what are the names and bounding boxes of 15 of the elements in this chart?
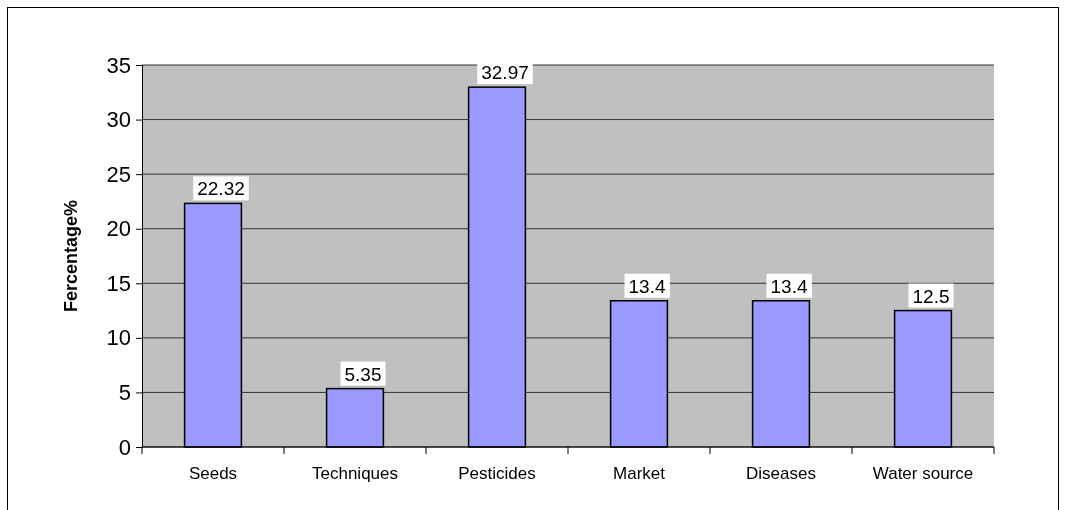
y-tick-label: 10 — [106, 325, 131, 351]
x-tick-label: Pesticides — [458, 464, 536, 483]
x-tick-label: Seeds — [188, 464, 238, 483]
y-axis-title: Fercentage% — [61, 199, 81, 313]
y-tick-label: 0 — [118, 434, 131, 460]
x-tick-label: Water source — [872, 464, 974, 483]
x-tick-label: Techniques — [311, 464, 399, 483]
y-tick-label: 20 — [106, 216, 131, 242]
y-tick-label: 15 — [106, 270, 131, 296]
y-tick-label: 5 — [118, 379, 131, 405]
x-tick-label: Market — [613, 464, 666, 483]
y-tick-label: 35 — [106, 52, 131, 78]
x-tick-label: Diseases — [746, 464, 816, 483]
y-tick-label: 25 — [106, 161, 131, 187]
y-tick-label: 30 — [106, 107, 131, 133]
